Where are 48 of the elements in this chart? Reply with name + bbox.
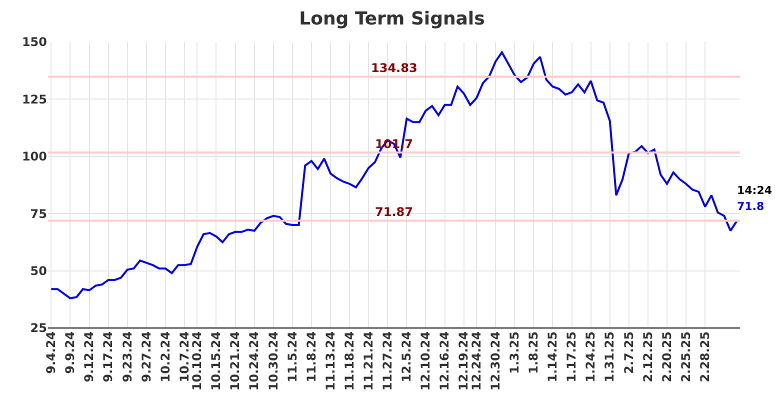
x-tick-label: 10.21.24 [228, 331, 242, 391]
x-tick-label: 12.30.24 [488, 331, 502, 391]
y-tick-label: 150 [22, 35, 47, 50]
x-tick-label: 1.24.25 [584, 331, 598, 382]
x-tick-label: 2.7.25 [622, 331, 636, 374]
ref-line-label: 71.87 [375, 205, 413, 219]
x-tick-label: 11.5.24 [285, 331, 300, 382]
x-tick-label: 1.8.25 [526, 331, 541, 374]
x-tick-label: 2.28.25 [698, 331, 712, 382]
data-label: 71.8 [737, 200, 764, 213]
x-tick-label: 12.19.24 [456, 331, 471, 391]
x-tick-label: 1.14.25 [546, 331, 560, 382]
x-tick-label: 1.17.25 [564, 331, 579, 382]
x-tick-label: 10.15.24 [209, 331, 224, 391]
x-tick-label: 11.8.24 [304, 331, 318, 382]
x-tick-label: 2.12.25 [640, 331, 655, 382]
x-tick-label: 2.20.25 [660, 331, 674, 382]
x-tick-label: 2.25.25 [678, 331, 693, 382]
y-tick-label: 100 [22, 150, 47, 164]
x-tick-label: 12.10.24 [418, 331, 433, 391]
y-tick-label: 25 [30, 321, 47, 336]
y-tick-label: 125 [22, 92, 47, 106]
x-tick-label: 9.27.24 [139, 331, 154, 382]
x-tick-label: 12.5.24 [400, 331, 414, 382]
x-tick-label: 9.23.24 [120, 331, 134, 382]
x-tick-label: 1.3.25 [508, 331, 522, 374]
annotation: 14:24 [737, 184, 772, 197]
y-tick-label: 50 [30, 264, 47, 278]
x-tick-label: 10.24.24 [247, 331, 262, 391]
x-tick-label: 9.12.24 [82, 331, 96, 382]
x-tick-label: 1.31.25 [602, 331, 617, 382]
x-tick-label: 9.4.24 [44, 331, 58, 374]
x-tick-label: 9.17.24 [101, 331, 116, 382]
chart-title: Long Term Signals [299, 8, 485, 30]
ref-line-label: 134.83 [371, 61, 418, 75]
line-series [50, 51, 738, 300]
x-tick-label: 11.21.24 [362, 331, 376, 391]
x-tick-label: 10.30.24 [266, 331, 280, 391]
x-tick-label: 10.2.24 [158, 331, 172, 382]
x-tick-label: 11.13.24 [323, 331, 338, 391]
x-tick-label: 10.10.24 [190, 331, 204, 391]
x-tick-label: 12.24.24 [469, 331, 484, 391]
x-tick-label: 10.7.24 [177, 331, 192, 382]
x-tick-label: 11.18.24 [342, 331, 356, 391]
x-tick-label: 11.27.24 [380, 331, 395, 391]
x-tick-label: 9.9.24 [63, 331, 78, 374]
y-tick-label: 75 [30, 206, 47, 221]
x-tick-label: 12.16.24 [438, 331, 452, 391]
